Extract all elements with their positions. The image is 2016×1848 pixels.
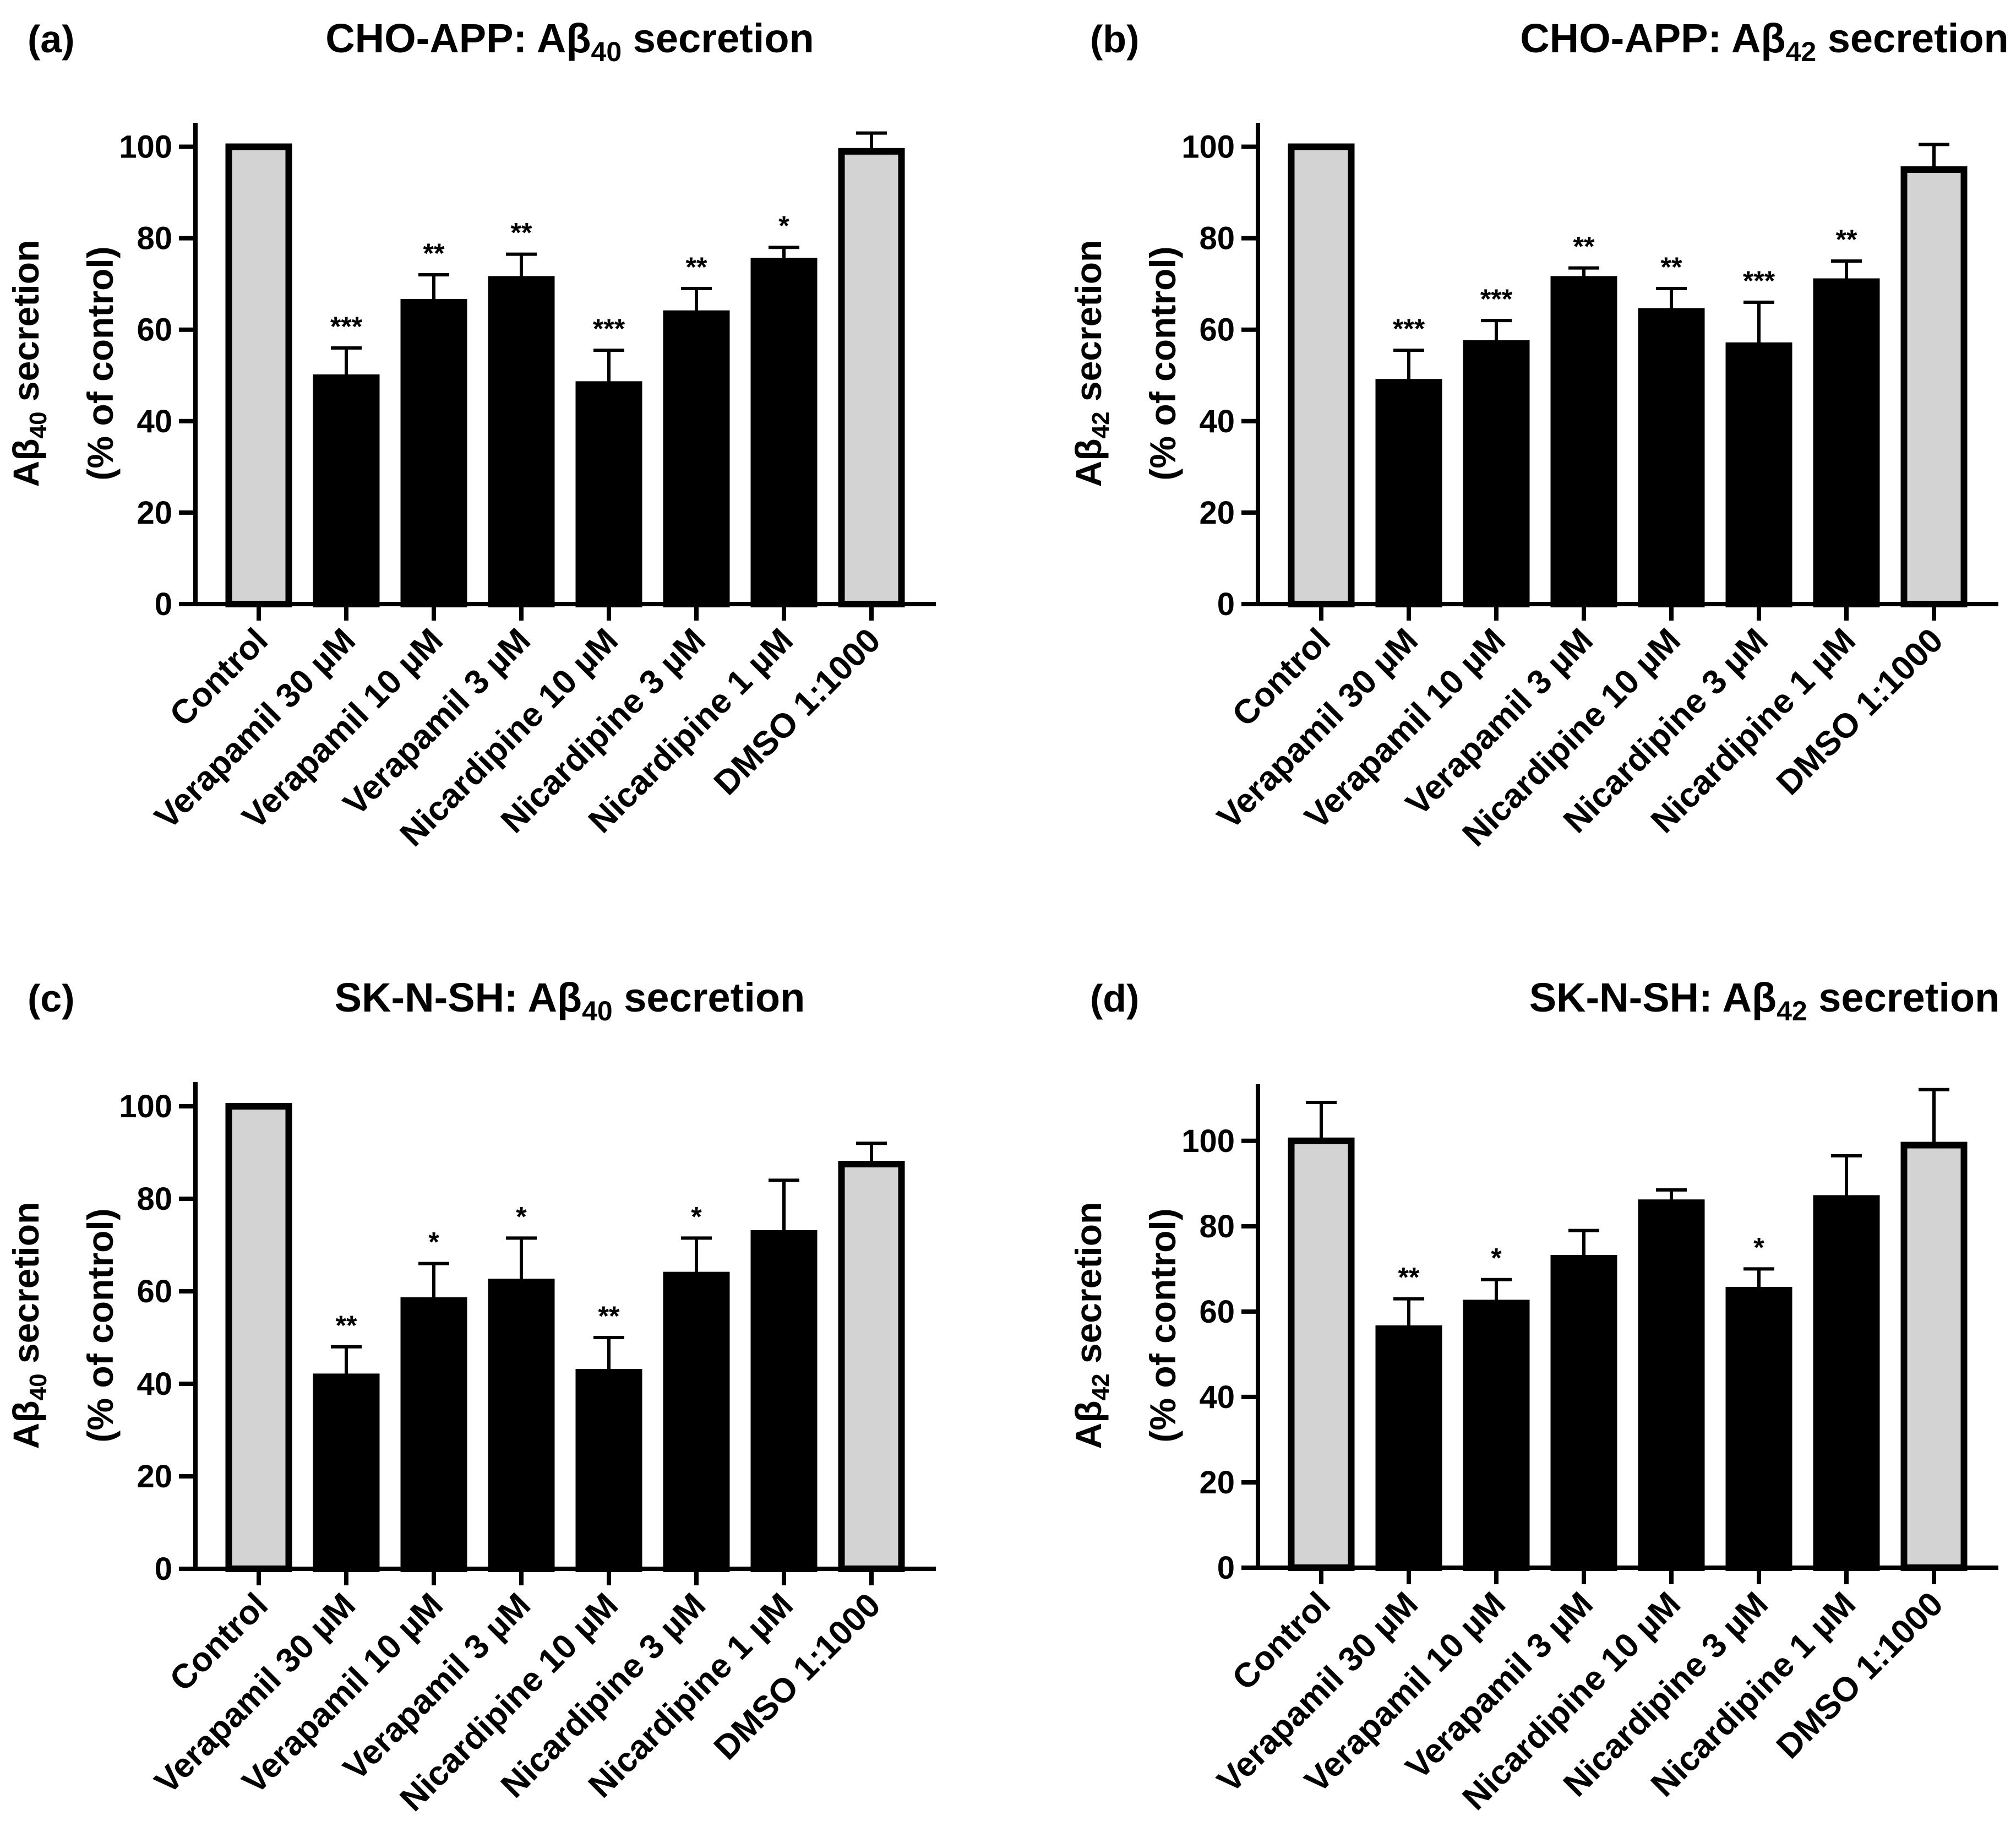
y-axis-label-line2: (% of control) [80, 1208, 121, 1442]
significance-label: ** [686, 252, 707, 282]
significance-label: ** [336, 1310, 357, 1341]
bar [1288, 143, 1355, 607]
bar [1725, 342, 1792, 607]
panel-title: SK-N-SH: Aβ40 secretion [335, 975, 805, 1026]
bar [750, 1230, 818, 1572]
bar [663, 1271, 730, 1573]
panel-label: (c) [28, 977, 75, 1020]
panel-label: (a) [28, 18, 75, 61]
bar [575, 1369, 642, 1572]
bar [663, 310, 730, 607]
bar [225, 143, 292, 607]
bar [400, 298, 467, 607]
significance-label: * [778, 210, 789, 241]
y-tick-label: 40 [1199, 404, 1235, 439]
significance-label: ** [1573, 231, 1595, 262]
bar [1375, 379, 1442, 607]
bar [313, 1373, 380, 1572]
panel-d: (d) SK-N-SH: Aβ42 secretion Aβ42 secretion… [1068, 975, 1999, 1818]
y-tick-label: 100 [1181, 1123, 1235, 1159]
panel-c: (c) SK-N-SH: Aβ40 secretion Aβ40 secretion… [6, 975, 936, 1819]
bar [313, 374, 380, 608]
y-tick-label: 60 [1199, 312, 1235, 348]
bar [400, 1297, 467, 1573]
significance-label: ** [1661, 252, 1682, 282]
bar [488, 276, 555, 608]
bar [1725, 1287, 1792, 1571]
y-tick-label: 80 [137, 1181, 172, 1217]
y-tick-label: 20 [137, 1459, 172, 1494]
panel-title: SK-N-SH: Aβ42 secretion [1529, 975, 2000, 1026]
significance-label: ** [1398, 1262, 1420, 1293]
bar [838, 148, 905, 608]
bar [1550, 276, 1617, 608]
y-tick-label: 40 [137, 1366, 172, 1402]
bar [1550, 1254, 1617, 1571]
y-tick-label: 20 [137, 495, 172, 531]
bar [1638, 1199, 1705, 1571]
y-tick-label: 20 [1199, 1465, 1235, 1501]
y-axis-label: Aβ42 secretion [1068, 1202, 1114, 1449]
bar [1638, 308, 1705, 607]
significance-label: *** [1743, 265, 1775, 296]
y-tick-label: 100 [119, 129, 172, 165]
significance-label: * [691, 1201, 702, 1232]
bar [750, 258, 818, 607]
y-tick-label: 60 [137, 1274, 172, 1309]
y-axis-label: Aβ42 secretion [1068, 240, 1114, 487]
significance-label: *** [330, 311, 363, 342]
panel-title: CHO-APP: Aβ40 secretion [325, 15, 814, 67]
y-axis-label-line2: (% of control) [80, 246, 121, 480]
bar [1813, 1195, 1880, 1571]
panel-a: (a) CHO-APP: Aβ40 secretion Aβ40 secretion… [6, 15, 936, 854]
y-tick-label: 40 [1199, 1379, 1235, 1415]
bar [1463, 1300, 1530, 1571]
bar [1375, 1325, 1442, 1572]
panel-b: (b) CHO-APP: Aβ42 secretion Aβ42 secretion… [1068, 15, 2009, 854]
panel-label: (b) [1090, 18, 1139, 61]
bar [575, 381, 642, 607]
y-axis-label: Aβ40 secretion [6, 1202, 52, 1449]
bar [838, 1161, 905, 1572]
significance-label: ** [511, 218, 532, 248]
significance-label: *** [593, 313, 625, 344]
y-tick-label: 0 [1217, 1550, 1235, 1586]
y-tick-label: 0 [155, 1551, 172, 1587]
significance-label: * [428, 1227, 439, 1258]
panel-title: CHO-APP: Aβ42 secretion [1520, 15, 2009, 67]
y-tick-label: 100 [119, 1089, 172, 1124]
significance-label: * [1753, 1232, 1764, 1263]
significance-label: ** [423, 238, 445, 269]
y-tick-label: 80 [1199, 1209, 1235, 1244]
y-axis-label: Aβ40 secretion [6, 240, 52, 487]
y-tick-label: 0 [155, 586, 172, 622]
panel-label: (d) [1090, 977, 1139, 1020]
y-tick-label: 40 [137, 404, 172, 439]
y-tick-label: 20 [1199, 495, 1235, 531]
bar [225, 1103, 292, 1572]
significance-label: * [1491, 1243, 1502, 1274]
significance-label: ** [1836, 224, 1857, 255]
bar [1813, 278, 1880, 607]
bar [1288, 1137, 1355, 1572]
bar [1900, 166, 1968, 607]
significance-label: ** [598, 1301, 620, 1331]
bar [1463, 340, 1530, 608]
significance-label: *** [1480, 284, 1513, 314]
y-axis-label-line2: (% of control) [1142, 1208, 1183, 1442]
y-tick-label: 80 [1199, 221, 1235, 257]
y-axis-label-line2: (% of control) [1142, 246, 1183, 480]
bar [488, 1279, 555, 1572]
significance-label: * [516, 1201, 527, 1232]
bar [1900, 1142, 1968, 1572]
y-tick-label: 0 [1217, 586, 1235, 622]
y-tick-label: 60 [1199, 1294, 1235, 1330]
y-tick-label: 80 [137, 221, 172, 257]
y-tick-label: 60 [137, 312, 172, 348]
y-tick-label: 100 [1181, 129, 1235, 165]
significance-label: *** [1393, 313, 1425, 344]
